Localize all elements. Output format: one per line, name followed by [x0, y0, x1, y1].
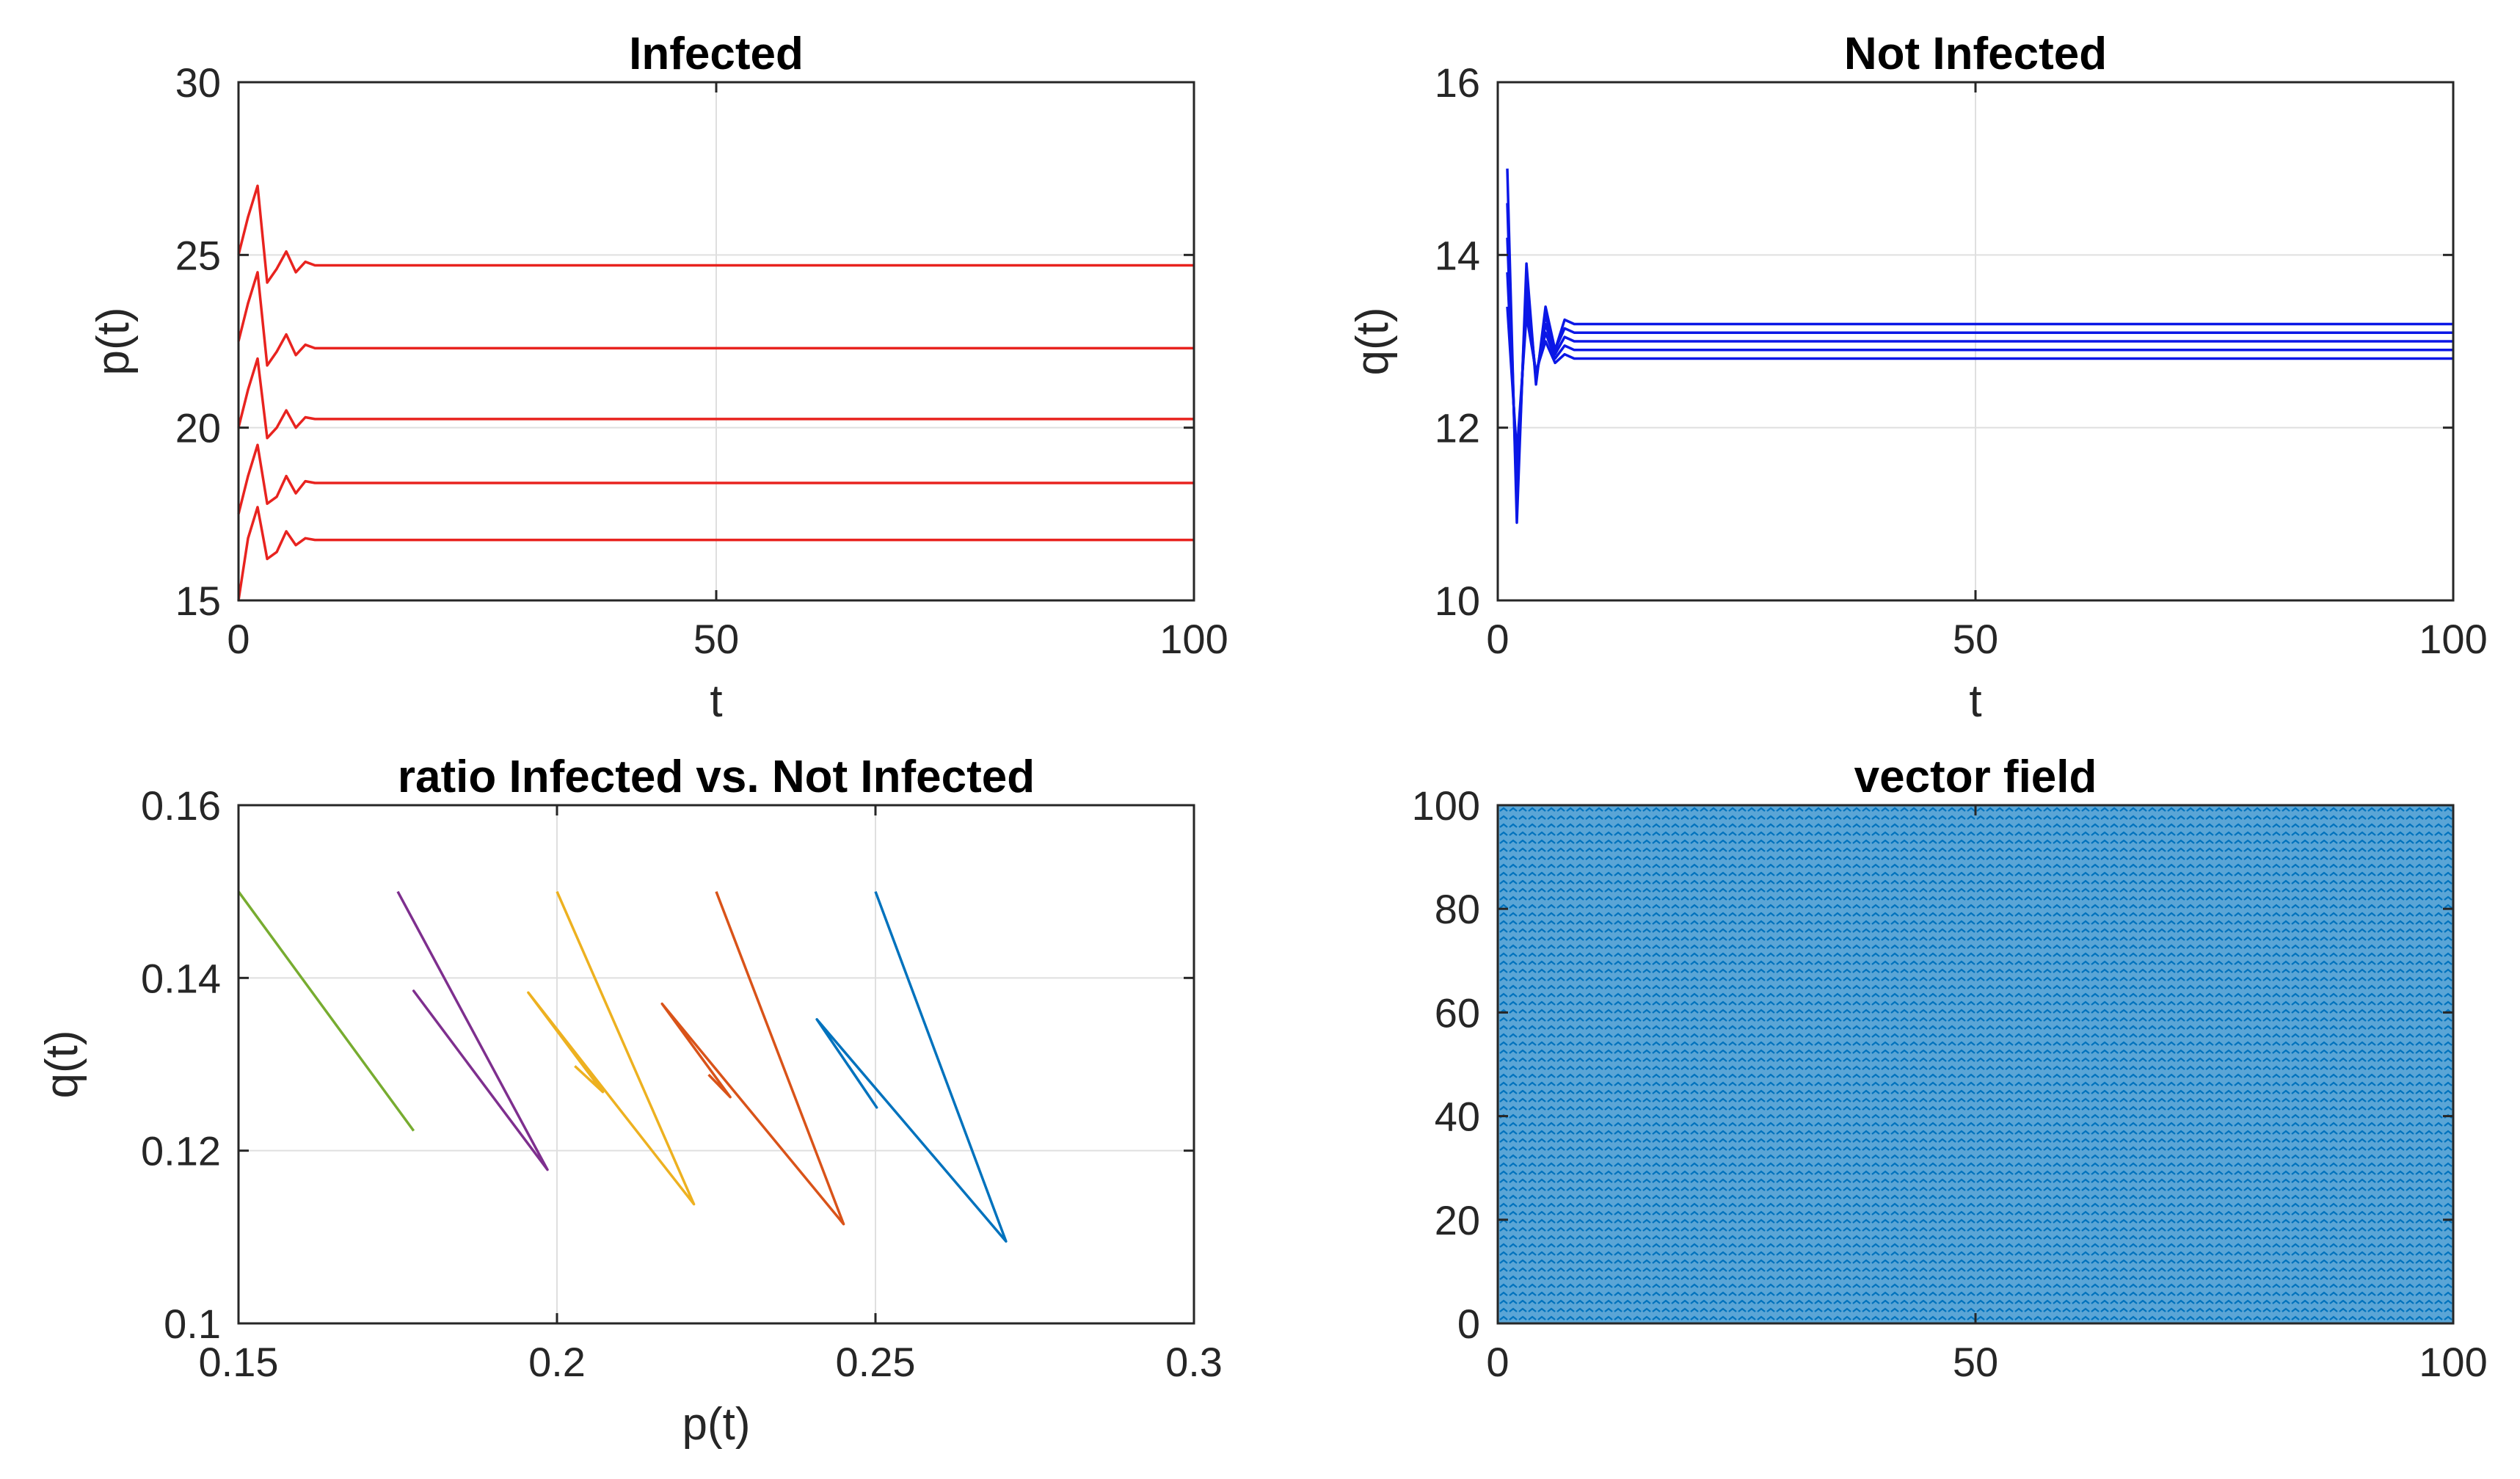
- y-tick-label: 20: [175, 405, 221, 451]
- chart-panel-4: 0 50 100 0 20 40 60 80 100 vector field: [1412, 752, 2488, 1385]
- series-group: [237, 184, 1194, 601]
- plot-frame: [237, 804, 1195, 1325]
- y-tick-label: 60: [1435, 989, 1480, 1036]
- y-tick-label: 40: [1435, 1094, 1480, 1140]
- series-line-1: [237, 184, 1194, 284]
- x-tick-label: 0: [1486, 616, 1509, 662]
- plot-area: [238, 805, 1194, 1323]
- chart-title: vector field: [1854, 752, 2097, 802]
- series-line-5: [815, 891, 1008, 1243]
- chart-title: Infected: [629, 29, 804, 79]
- y-axis-label: q(t): [37, 1031, 87, 1099]
- y-tick-label: 0.12: [141, 1128, 221, 1174]
- series-line-1: [237, 890, 415, 1132]
- y-axis-label: q(t): [1347, 308, 1398, 376]
- series-line-2: [237, 271, 1194, 367]
- y-tick-label: 100: [1412, 782, 1480, 829]
- series-group: [237, 890, 1008, 1243]
- chart-panel-1: 0 50 100 15 20 25 30 Infected t p(t): [88, 29, 1228, 727]
- y-tick-label: 12: [1435, 405, 1480, 451]
- y-tick-label: 14: [1435, 232, 1480, 278]
- y-tick-label: 30: [175, 59, 221, 106]
- chart-panel-3: 0.15 0.2 0.25 0.3 0.1 0.12 0.14 0.16 ratio Infec…: [37, 752, 1223, 1450]
- x-tick-label: 100: [1159, 616, 1228, 662]
- x-axis-label: p(t): [682, 1399, 751, 1450]
- x-tick-label: 0.3: [1165, 1339, 1223, 1385]
- vector-arrows: [1499, 807, 2452, 1320]
- series-line-5: [237, 506, 1194, 601]
- x-tick-label: 100: [2419, 616, 2487, 662]
- series-line-3: [527, 890, 696, 1206]
- chart-title: Not Infected: [1844, 29, 2107, 79]
- y-tick-label: 16: [1435, 59, 1480, 106]
- vector-field: [1498, 805, 2453, 1323]
- y-tick-label: 10: [1435, 578, 1480, 624]
- series-line-3: [237, 357, 1194, 440]
- x-axis-label: t: [710, 676, 722, 727]
- y-axis-label: p(t): [88, 308, 139, 376]
- chart-title: ratio Infected vs. Not Infected: [398, 752, 1035, 802]
- x-tick-label: 100: [2419, 1339, 2487, 1385]
- y-tick-label: 25: [175, 232, 221, 278]
- y-tick-label: 80: [1435, 886, 1480, 932]
- x-tick-label: 0: [1486, 1339, 1509, 1385]
- x-tick-label: 0.25: [836, 1339, 916, 1385]
- y-tick-label: 0.1: [164, 1301, 221, 1347]
- y-tick-label: 0: [1457, 1301, 1480, 1347]
- series-line-2: [396, 890, 549, 1171]
- x-tick-label: 0.2: [528, 1339, 586, 1385]
- y-tick-label: 20: [1435, 1197, 1480, 1243]
- y-tick-label: 15: [175, 578, 221, 624]
- x-tick-label: 50: [1953, 1339, 1998, 1385]
- x-tick-label: 50: [1953, 616, 1998, 662]
- x-axis-label: t: [1969, 676, 1981, 727]
- series-line-4: [660, 891, 845, 1226]
- series-line-4: [237, 443, 1194, 515]
- x-tick-label: 0: [227, 616, 250, 662]
- series-line-5: [1506, 306, 2453, 455]
- x-tick-label: 0.15: [199, 1339, 279, 1385]
- y-tick-label: 0.16: [141, 782, 221, 829]
- series-group: [1498, 805, 2453, 1323]
- series-group: [1506, 168, 2453, 524]
- x-tick-label: 50: [693, 616, 739, 662]
- y-tick-label: 0.14: [141, 955, 221, 1001]
- chart-panel-2: 0 50 100 10 12 14 16 Not Infected t q(t): [1347, 29, 2488, 727]
